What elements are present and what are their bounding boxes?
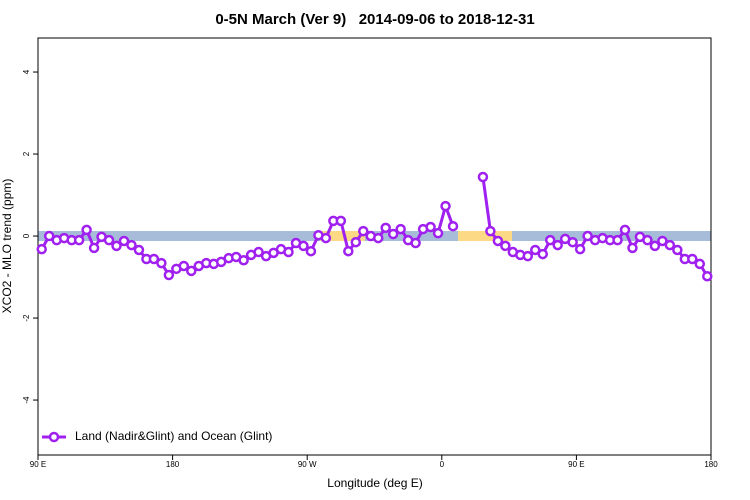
data-point xyxy=(582,230,593,242)
data-point xyxy=(253,246,264,258)
data-point xyxy=(305,245,317,257)
data-point xyxy=(425,221,436,233)
data-point xyxy=(103,234,115,246)
y-axis-label: XCO2 - MLO trend (ppm) xyxy=(0,179,14,314)
data-point xyxy=(156,257,167,269)
data-point xyxy=(372,232,384,244)
data-point xyxy=(477,171,489,183)
data-point xyxy=(133,244,145,256)
data-point xyxy=(544,234,556,246)
data-point xyxy=(447,220,459,232)
y-tick-label: 4 xyxy=(22,69,31,74)
x-tick-label: 180 xyxy=(704,460,718,469)
x-axis-label: Longitude (deg E) xyxy=(327,476,422,490)
data-point xyxy=(485,225,496,237)
chart-title: 0-5N March (Ver 9) 2014-09-06 to 2018-12… xyxy=(215,11,534,28)
y-tick-label: -4 xyxy=(22,396,31,404)
data-point xyxy=(335,215,347,227)
data-point xyxy=(111,240,122,252)
data-point xyxy=(552,239,563,251)
data-point xyxy=(380,222,391,234)
y-tick-label: -2 xyxy=(22,314,31,322)
data-point xyxy=(387,228,399,240)
data-point xyxy=(664,239,676,251)
legend-marker xyxy=(48,431,60,443)
data-point xyxy=(574,243,586,255)
data-point xyxy=(43,230,55,242)
data-point xyxy=(657,235,668,247)
data-point xyxy=(320,232,332,244)
data-point xyxy=(642,234,653,246)
data-point xyxy=(530,244,541,256)
data-point xyxy=(612,234,623,246)
data-point xyxy=(649,240,661,252)
data-point xyxy=(672,244,683,256)
data-point xyxy=(36,243,47,255)
data-point xyxy=(440,200,451,212)
data-point xyxy=(410,237,421,249)
data-point xyxy=(694,258,706,270)
data-point xyxy=(350,236,362,248)
data-point xyxy=(500,240,511,252)
data-point xyxy=(522,250,534,262)
data-point xyxy=(358,225,369,237)
series-line xyxy=(40,176,709,278)
x-tick-label: 90 E xyxy=(30,460,46,469)
data-point xyxy=(492,235,504,247)
data-point xyxy=(702,270,713,282)
data-point xyxy=(687,253,698,265)
x-tick-label: 90 W xyxy=(298,460,317,469)
data-point xyxy=(395,223,406,235)
data-point xyxy=(178,260,190,272)
data-point xyxy=(343,245,354,257)
data-point xyxy=(148,253,160,265)
y-tick-label: 2 xyxy=(22,151,31,156)
data-point xyxy=(537,248,548,260)
data-point xyxy=(118,235,130,247)
data-point xyxy=(283,246,294,258)
data-point xyxy=(186,265,197,277)
legend: Land (Nadir&Glint) and Ocean (Glint) xyxy=(42,429,272,443)
data-point xyxy=(298,240,309,252)
data-point xyxy=(126,239,137,251)
data-point xyxy=(619,224,631,236)
data-point xyxy=(73,234,85,246)
data-point xyxy=(432,227,444,239)
data-point xyxy=(81,224,92,236)
data-point xyxy=(88,242,100,254)
data-point xyxy=(163,269,175,281)
data-point xyxy=(627,242,638,254)
x-tick-label: 90 E xyxy=(568,460,584,469)
x-tick-label: 180 xyxy=(166,460,180,469)
y-tick-label: 0 xyxy=(22,233,31,238)
x-tick-label: 0 xyxy=(440,460,445,469)
data-point xyxy=(238,254,249,266)
legend-label: Land (Nadir&Glint) and Ocean (Glint) xyxy=(75,429,272,443)
data-point xyxy=(567,236,578,248)
